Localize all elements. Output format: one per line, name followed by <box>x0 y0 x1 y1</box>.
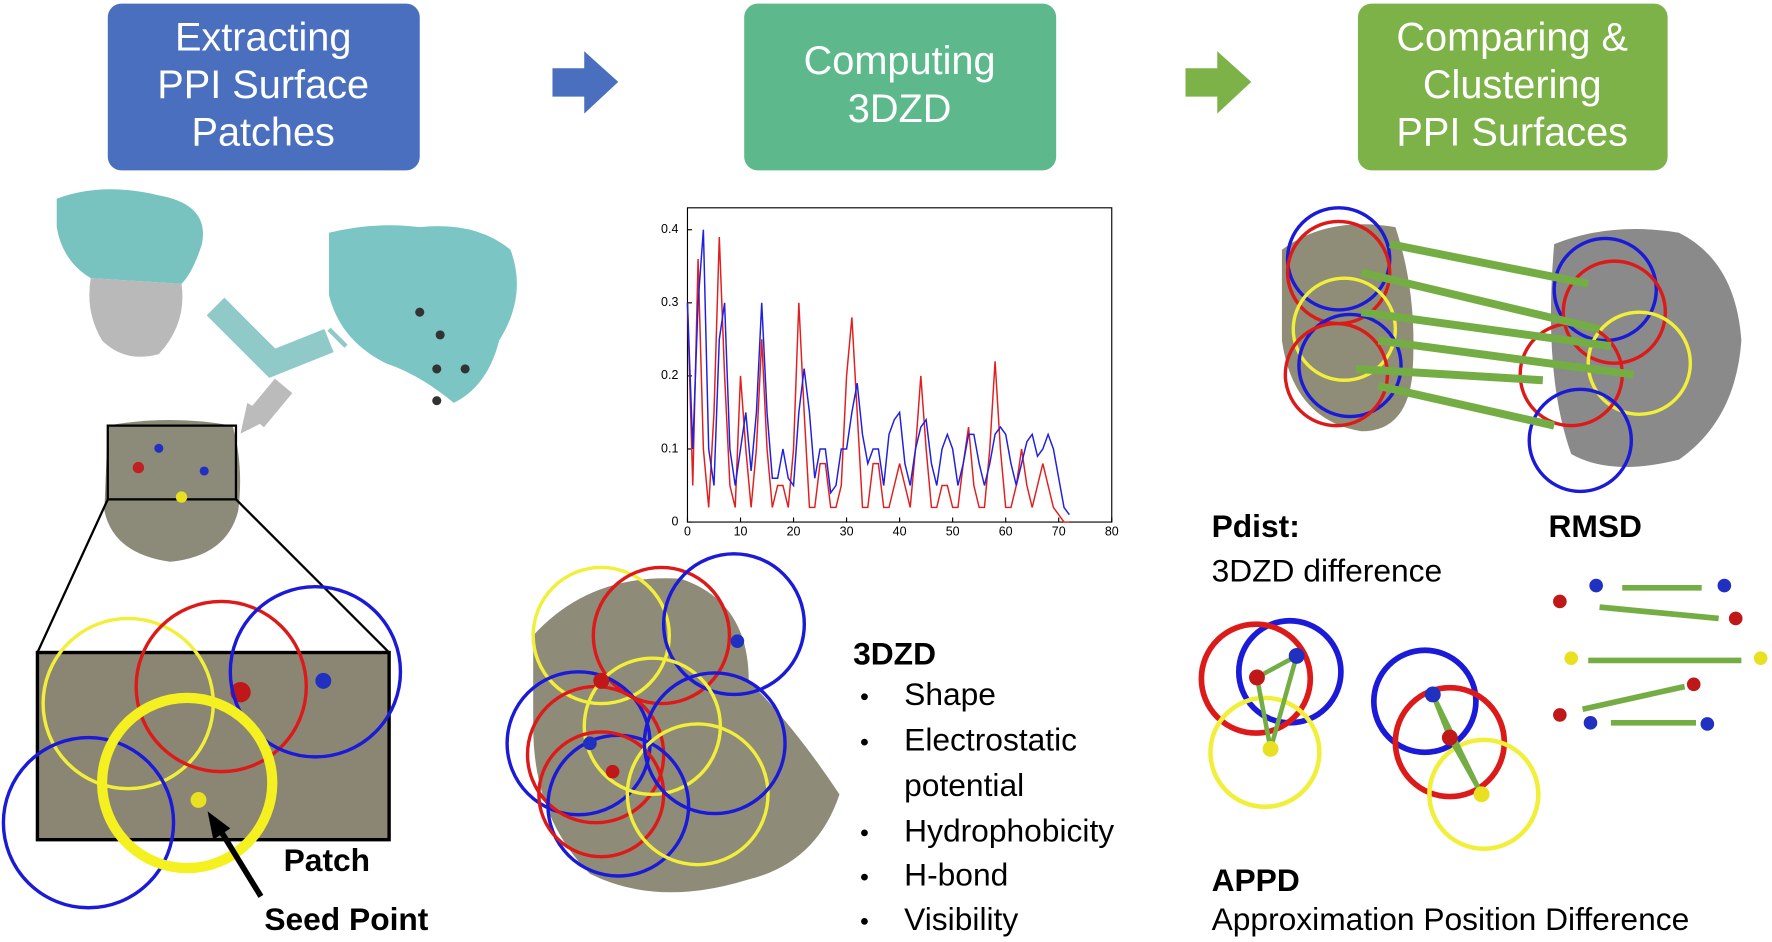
step-title: Clustering <box>1423 63 1602 107</box>
x-tick-label: 60 <box>999 525 1013 539</box>
list-title: 3DZD <box>853 635 936 671</box>
step-title: 3DZD <box>848 87 952 131</box>
protein-complex <box>56 189 517 434</box>
x-tick-label: 50 <box>946 525 960 539</box>
series-line <box>686 229 1070 516</box>
step-title: PPI Surface <box>157 63 369 107</box>
step-title: PPI Surfaces <box>1396 111 1628 155</box>
y-tick-label: 0.2 <box>661 368 678 382</box>
x-tick-label: 20 <box>787 525 801 539</box>
x-tick-label: 80 <box>1105 525 1119 539</box>
x-tick-label: 0 <box>684 525 691 539</box>
y-tick-label: 0.3 <box>661 295 678 309</box>
step-title: Computing <box>804 39 996 83</box>
x-tick-label: 40 <box>893 525 907 539</box>
y-tick-label: 0.1 <box>661 441 678 455</box>
x-tick-label: 30 <box>840 525 854 539</box>
y-tick-label: 0 <box>671 514 678 528</box>
step-box <box>744 3 1057 171</box>
surface-comparison <box>1281 206 1742 494</box>
step-title: Extracting <box>175 15 351 59</box>
metric-title: RMSD <box>1549 508 1642 544</box>
x-tick-label: 70 <box>1052 525 1066 539</box>
list-item: Visibility <box>904 901 1018 937</box>
list-item: Electrostatic <box>904 722 1077 758</box>
bullets <box>861 693 868 925</box>
plot: 0 10 20 30 40 50 60 70 80 0 0.1 0.2 0.3 0.4 <box>661 222 1119 539</box>
rmsd-illustration <box>1553 578 1768 731</box>
x-tick-label: 10 <box>734 525 748 539</box>
metric-text: Approximation Position Difference <box>1212 901 1690 937</box>
surface-patch <box>1 419 403 910</box>
label: Seed Point <box>264 901 428 937</box>
metric-title: APPD <box>1212 862 1300 898</box>
list-item: H-bond <box>904 857 1008 893</box>
list-item: Hydrophobicity <box>904 812 1114 848</box>
metric-text: 3DZD difference <box>1212 552 1443 588</box>
list-item: Shape <box>904 676 996 712</box>
flow-arrow <box>1185 51 1252 114</box>
step-title: Comparing & <box>1396 15 1628 59</box>
step-title: Patches <box>191 111 334 155</box>
step-box <box>107 3 420 171</box>
patch-3dzd <box>505 552 840 893</box>
label: Patch <box>284 842 370 878</box>
metric-title: Pdist: <box>1212 508 1300 544</box>
list-item: potential <box>904 767 1024 803</box>
flow-arrow <box>552 51 619 114</box>
appd-illustration <box>1198 617 1541 852</box>
series-line <box>686 237 1070 523</box>
plot-frame <box>686 207 1113 523</box>
y-tick-label: 0.4 <box>661 222 678 236</box>
step-box <box>1357 3 1668 171</box>
